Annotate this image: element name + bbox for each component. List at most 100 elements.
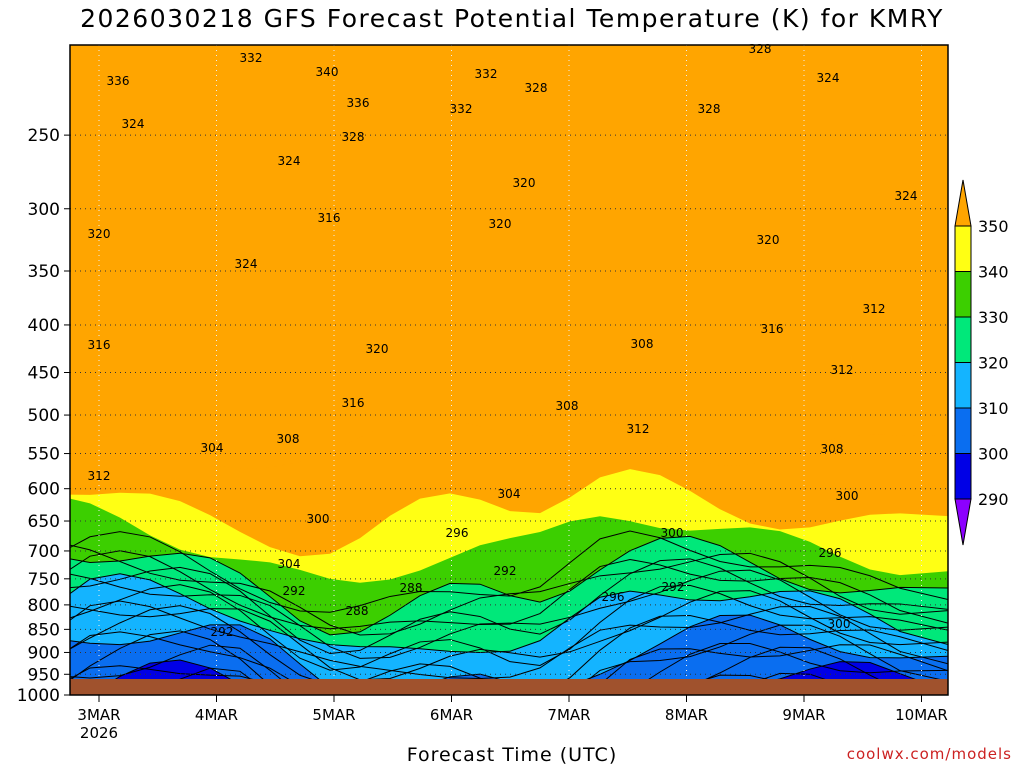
colorbar-segment: [954, 225, 972, 272]
contour-label: 288: [400, 581, 423, 595]
x-tick-label: 5MAR: [312, 706, 355, 724]
colorbar: 290 300 310 320 330 340 350: [954, 179, 1009, 546]
isotherm-310: [70, 659, 948, 695]
isotherm-338: [70, 544, 948, 636]
contour-label: 292: [662, 580, 685, 594]
colorbar-segment: [954, 362, 972, 409]
colorbar-segment: [954, 316, 972, 363]
colorbar-arrow-low: [954, 498, 972, 546]
credit-text: coolwx.com/models: [846, 745, 1012, 763]
contour-label: 332: [240, 51, 263, 65]
contour-lines: [70, 530, 948, 695]
contour-label: 312: [863, 302, 886, 316]
contour-label: 324: [278, 154, 301, 168]
contour-label: 304: [498, 487, 521, 501]
contour-label: 292: [494, 564, 517, 578]
y-tick-label: 450: [28, 364, 60, 384]
contour-label: 308: [631, 337, 654, 351]
colorbar-label: 290: [978, 490, 1009, 509]
y-tick-label: 750: [28, 570, 60, 590]
y-tick-label: 350: [28, 262, 60, 282]
gridlines: [70, 45, 948, 679]
contour-label: 332: [450, 102, 473, 116]
colorbar-segment: [954, 453, 972, 500]
plot-frame: [69, 44, 949, 696]
x-tick-label: 6MAR: [430, 706, 473, 724]
contour-label: 292: [211, 625, 234, 639]
contour-label: 324: [817, 71, 840, 85]
y-tick-label: 400: [28, 316, 60, 336]
contour-label: 300: [828, 617, 851, 631]
x-tick-label: 9MAR: [782, 706, 825, 724]
contour-label: 296: [602, 590, 625, 604]
contour-label: 316: [342, 396, 365, 410]
contour-label: 308: [821, 442, 844, 456]
contour-label: 320: [366, 342, 389, 356]
y-tick-label: 1000: [17, 686, 60, 706]
contour-label: 316: [318, 211, 341, 225]
y-tick-label: 650: [28, 512, 60, 532]
contour-label: 324: [895, 189, 918, 203]
y-tick-label: 300: [28, 200, 60, 220]
contour-label: 304: [201, 441, 224, 455]
colorbar-arrow-high: [954, 179, 972, 227]
isotherm-318: [70, 624, 948, 695]
isotherm-334: [70, 558, 948, 655]
chart-title: 2026030218 GFS Forecast Potential Temper…: [80, 4, 944, 33]
contour-label: 328: [342, 130, 365, 144]
contour-label: 292: [283, 584, 306, 598]
colorbar-label: 340: [978, 263, 1009, 282]
isotherm-332: [70, 569, 948, 659]
contour-label: 296: [446, 526, 469, 540]
y-tick-label: 800: [28, 596, 60, 616]
ground-surface: [70, 679, 948, 695]
contour-label: 320: [757, 233, 780, 247]
colorbar-label: 310: [978, 399, 1009, 418]
theta-color-fill: [70, 45, 948, 695]
contour-label: 328: [525, 81, 548, 95]
contour-label: 300: [307, 512, 330, 526]
isotherm-312: [70, 646, 948, 695]
contour-label: 328: [749, 42, 772, 56]
isotherm-314: [70, 643, 948, 695]
contour-label: 336: [347, 96, 370, 110]
contour-label: 304: [278, 557, 301, 571]
contour-label: 312: [831, 363, 854, 377]
isotherm-324: [70, 600, 948, 679]
contour-labels: 336 332 340 336 332 328 324 328 332 328 324 328 324 3…: [88, 42, 918, 639]
contour-label: 324: [235, 257, 258, 271]
contour-label: 312: [88, 469, 111, 483]
contour-label: 300: [836, 489, 859, 503]
colorbar-label: 330: [978, 308, 1009, 327]
contour-label: 308: [277, 432, 300, 446]
isotherm-306: [70, 672, 948, 695]
contour-label: 308: [556, 399, 579, 413]
y-tick-label: 250: [28, 126, 60, 146]
y-axis: 250 300 350 400 450 500 550 600 650 700 750 800 850 9…: [17, 126, 70, 706]
y-tick-label: 550: [28, 445, 60, 465]
contour-label: 320: [88, 227, 111, 241]
contour-label: 320: [513, 176, 536, 190]
contour-label: 316: [761, 322, 784, 336]
y-tick-label: 900: [28, 643, 60, 663]
x-tick-label: 7MAR: [547, 706, 590, 724]
contour-label: 332: [475, 67, 498, 81]
contour-label: 296: [819, 546, 842, 560]
colorbar-segment: [954, 407, 972, 454]
contour-label: 328: [698, 102, 721, 116]
x-axis-title: Forecast Time (UTC): [406, 744, 618, 766]
contour-label: 320: [489, 217, 512, 231]
contour-label: 324: [122, 117, 145, 131]
y-tick-label: 700: [28, 542, 60, 562]
x-tick-label: 10MAR: [895, 706, 948, 724]
x-tick-sublabel: 2026: [80, 724, 118, 742]
x-tick-label: 3MAR: [77, 706, 120, 724]
colorbar-label: 300: [978, 445, 1009, 464]
y-tick-label: 500: [28, 406, 60, 426]
contour-label: 340: [316, 65, 339, 79]
isotherm-328: [70, 584, 948, 671]
y-tick-label: 950: [28, 665, 60, 685]
x-tick-label: 8MAR: [665, 706, 708, 724]
